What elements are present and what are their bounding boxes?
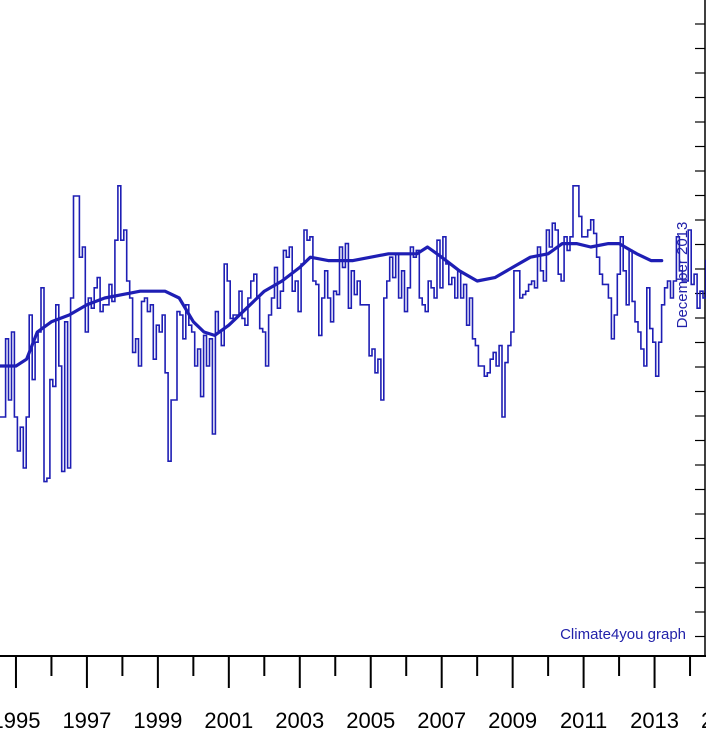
- x-tick-label: 2015: [701, 708, 706, 733]
- x-tick-label: 2003: [275, 708, 324, 733]
- x-tick-label: 2007: [417, 708, 466, 733]
- x-tick-label: 2005: [346, 708, 395, 733]
- x-tick-label: 2013: [630, 708, 679, 733]
- monthly-series-line: [0, 185, 706, 483]
- x-tick-label: 1999: [133, 708, 182, 733]
- x-tick-label: 1997: [62, 708, 111, 733]
- x-tick-label: 1995: [0, 708, 40, 733]
- x-tick-label: 2001: [204, 708, 253, 733]
- credit-annotation: Climate4you graph: [560, 626, 686, 643]
- label-layer: 1995 1997 1999 2001 2003 2005 2007 2009 2011 2013…: [0, 708, 706, 733]
- axis-layer: [0, 0, 706, 688]
- date-annotation: December 2013: [674, 222, 691, 329]
- running-mean-line: [0, 242, 664, 368]
- x-tick-label: 2011: [560, 708, 607, 733]
- series-layer: [0, 185, 706, 483]
- x-tick-label: 2009: [488, 708, 537, 733]
